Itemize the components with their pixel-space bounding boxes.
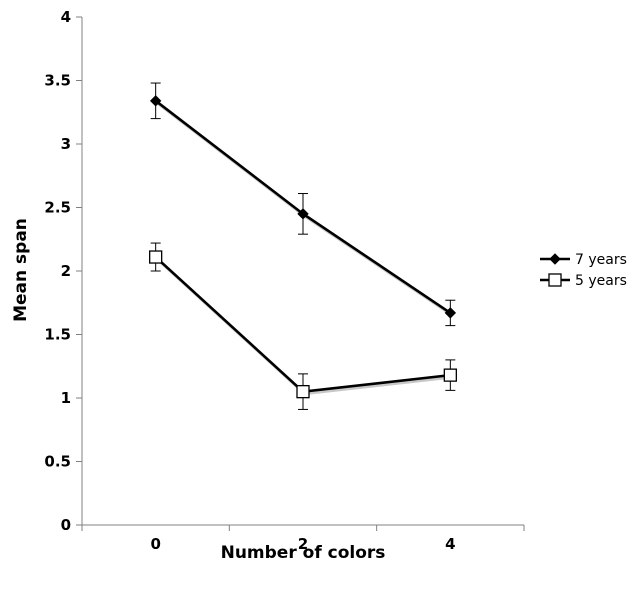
legend-marker [548, 273, 562, 287]
series-7-years [149, 82, 457, 327]
legend-marker [549, 253, 561, 265]
tick-labels: 0 0.5 1 1.5 2 2.5 3 3.5 4 0 2 4 [44, 8, 455, 553]
y-tick-label: 1 [61, 389, 71, 407]
legend-label: 7 years [575, 252, 627, 268]
y-tick-label: 3 [61, 135, 71, 153]
y-tick-label: 2.5 [44, 199, 71, 217]
x-axis-title: Number of colors [221, 543, 386, 563]
x-tick-label: 2 [298, 535, 308, 553]
legend-entry: 5 years [540, 273, 627, 289]
y-tick-label: 4 [61, 8, 71, 26]
series-5-years [149, 242, 457, 410]
y-tick-label: 0.5 [44, 453, 71, 471]
y-tick-label: 0 [61, 516, 71, 534]
legend-entry: 7 years [540, 252, 627, 268]
data-point [149, 95, 162, 107]
legend: 7 years 5 years [540, 252, 627, 289]
data-point [149, 250, 163, 264]
series-line [154, 256, 451, 394]
y-axis-title: Mean span [11, 218, 31, 322]
x-tick-label: 0 [150, 535, 160, 553]
legend-label: 5 years [575, 273, 627, 289]
axes [76, 16, 525, 531]
data-point [297, 208, 309, 220]
data-point [444, 307, 457, 319]
x-tick-label: 4 [445, 535, 455, 553]
series-plot [149, 82, 457, 410]
data-point [443, 368, 457, 382]
y-tick-label: 1.5 [44, 326, 71, 344]
data-point [296, 384, 310, 399]
y-tick-label: 2 [61, 262, 71, 280]
y-tick-label: 3.5 [44, 72, 71, 90]
